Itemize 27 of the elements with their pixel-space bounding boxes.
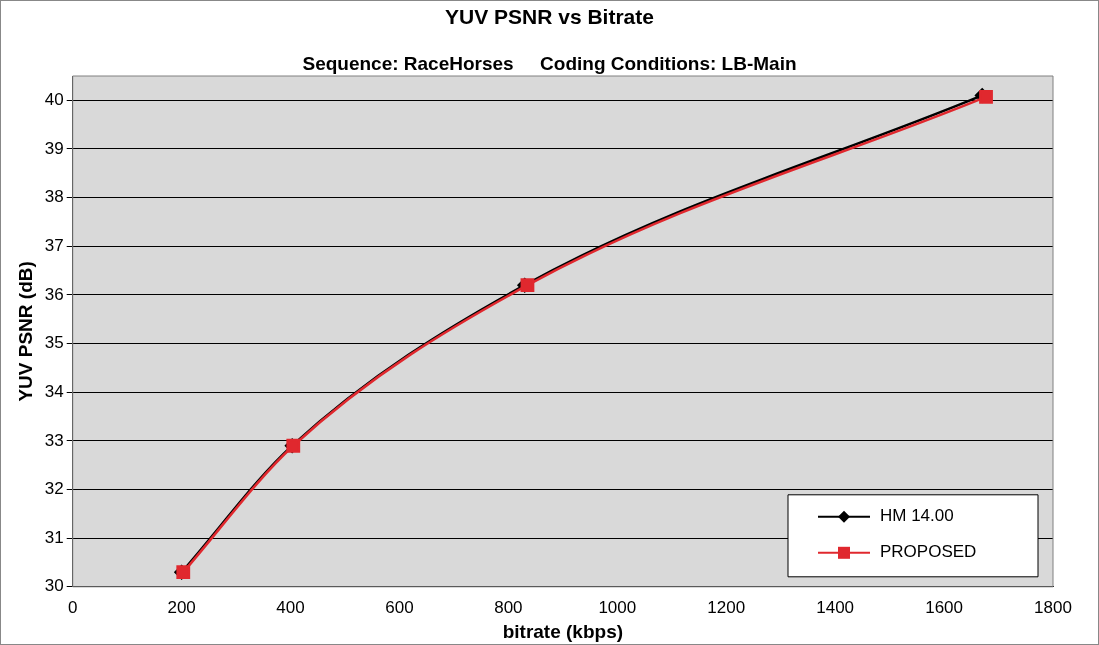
y-tick-label: 36 xyxy=(44,284,64,304)
y-tick-label: 31 xyxy=(44,527,64,547)
chart-title: YUV PSNR vs Bitrate xyxy=(444,5,655,29)
x-tick-label: 1000 xyxy=(598,597,637,617)
x-tick-label: 200 xyxy=(167,597,196,617)
x-tick-label: 1800 xyxy=(1034,597,1072,617)
x-tick-label: 800 xyxy=(494,597,523,617)
y-tick-label: 39 xyxy=(44,138,64,158)
y-tick-label: 40 xyxy=(44,90,64,110)
x-tick-label: 1600 xyxy=(925,597,963,617)
y-tick-label: 38 xyxy=(44,187,64,207)
y-tick-label: 32 xyxy=(44,479,64,499)
y-tick-label: 35 xyxy=(44,333,64,353)
x-tick-label: 400 xyxy=(276,597,305,617)
x-tick-label: 1200 xyxy=(707,597,746,617)
y-tick-label: 37 xyxy=(44,235,64,255)
y-tick-label: 30 xyxy=(44,576,64,596)
y-axis-title: YUV PSNR (dB) xyxy=(14,261,36,402)
y-tick-label: 33 xyxy=(44,430,64,450)
x-tick-label: 1400 xyxy=(816,597,855,617)
legend-label: HM 14.00 xyxy=(880,506,954,526)
x-tick-label: 0 xyxy=(67,597,78,617)
y-tick-label: 34 xyxy=(44,381,64,401)
x-tick-label: 600 xyxy=(385,597,414,617)
chart-subtitle: Sequence: RaceHorses Coding Conditions: LB-Main xyxy=(301,53,798,75)
x-axis-title: bitrate (kbps) xyxy=(502,620,624,642)
legend-label: PROPOSED xyxy=(880,542,977,562)
